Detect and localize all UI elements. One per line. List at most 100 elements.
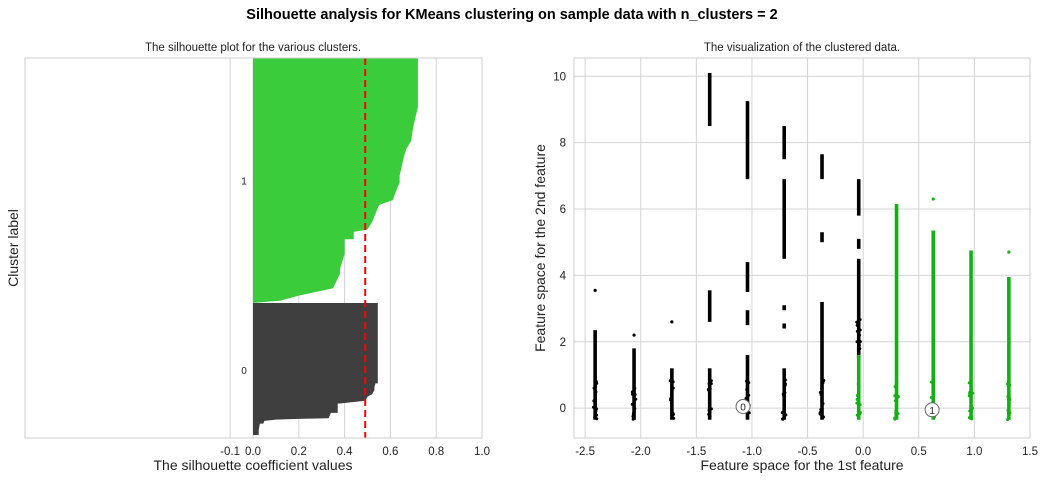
scatter-point-run: [708, 73, 712, 126]
scatter-y-tick-label: 2: [560, 337, 566, 349]
scatter-point: [746, 416, 749, 419]
scatter-point: [856, 330, 859, 333]
scatter-point: [1007, 251, 1010, 254]
scatter-point: [670, 320, 673, 323]
scatter-point: [593, 387, 596, 390]
scatter-point-run: [708, 290, 712, 322]
scatter-point: [856, 394, 859, 397]
scatter-point: [708, 392, 711, 395]
scatter-point-run: [782, 305, 786, 310]
scatter-point: [1007, 395, 1010, 398]
scatter-point: [1008, 411, 1011, 414]
scatter-axes: 01 -2.5 -2.0 -1.5 -1.0 -0.5 0.0 0.5 1.0 1.502468…: [532, 42, 1038, 473]
scatter-x-tick-label: -2.5: [575, 446, 595, 458]
scatter-point: [784, 378, 787, 381]
scatter-point-run: [857, 259, 861, 359]
scatter-point-run: [782, 324, 786, 329]
scatter-point: [859, 403, 862, 406]
scatter-point: [856, 321, 859, 324]
scatter-point: [745, 388, 748, 391]
scatter-point: [930, 381, 933, 384]
scatter-point: [857, 388, 860, 391]
scatter-point: [593, 416, 596, 419]
scatter-point: [893, 416, 896, 419]
scatter-point: [1007, 382, 1010, 385]
scatter-point: [1008, 398, 1011, 401]
scatter-point: [672, 380, 675, 383]
scatter-point: [932, 197, 935, 200]
scatter-point: [856, 414, 859, 417]
scatter-point: [968, 409, 971, 412]
scatter-point: [595, 380, 598, 383]
scatter-point: [594, 409, 597, 412]
scatter-point: [893, 394, 896, 397]
silhouette-axes: -0.1 0.0 0.2 0.4 0.6 0.8 1.0 01 The silhouette…: [5, 42, 490, 473]
scatter-point: [855, 402, 858, 405]
scatter-x-tick-label: -2.0: [631, 446, 651, 458]
scatter-point: [632, 418, 635, 421]
scatter-point: [633, 401, 636, 404]
scatter-y-tick-label: 10: [553, 71, 566, 83]
scatter-point: [858, 344, 861, 347]
scatter-point: [895, 380, 898, 383]
scatter-point: [821, 381, 824, 384]
scatter-point: [822, 416, 825, 419]
scatter-x-tick-label: 0.5: [911, 446, 927, 458]
scatter-point: [781, 418, 784, 421]
scatter-point: [745, 380, 748, 383]
scatter-point: [594, 396, 597, 399]
scatter-point: [1008, 402, 1011, 405]
scatter-point: [631, 393, 634, 396]
silhouette-x-tick-label: 0.6: [382, 446, 398, 458]
scatter-point-run: [746, 262, 750, 292]
scatter-point: [859, 318, 862, 321]
scatter-point: [968, 381, 971, 384]
scatter-y-tick-label: 0: [560, 403, 566, 415]
scatter-point: [708, 383, 711, 386]
scatter-x-tick-label: 1.5: [1022, 446, 1038, 458]
scatter-point: [932, 394, 935, 397]
scatter-point: [670, 401, 673, 404]
silhouette-xlabel: The silhouette coefficient values: [154, 457, 353, 473]
scatter-point-run: [782, 126, 786, 159]
scatter-point: [894, 411, 897, 414]
scatter-point: [897, 395, 900, 398]
silhouette-cluster-1-label: 1: [241, 177, 247, 188]
silhouette-title: The silhouette plot for the various clus…: [145, 42, 361, 54]
scatter-title: The visualization of the clustered data.: [704, 42, 900, 54]
scatter-point: [672, 387, 675, 390]
scatter-point: [858, 385, 861, 388]
scatter-point: [820, 387, 823, 390]
scatter-point: [820, 400, 823, 403]
scatter-point: [821, 407, 824, 410]
scatter-point: [634, 398, 637, 401]
scatter-point-run: [782, 179, 786, 259]
scatter-point: [858, 348, 861, 351]
scatter-point: [970, 385, 973, 388]
scatter-point: [856, 324, 859, 327]
cluster-center-label: 1: [929, 406, 935, 417]
scatter-point: [710, 379, 713, 382]
scatter-point: [670, 396, 673, 399]
scatter-y-tick-label: 8: [560, 138, 566, 150]
scatter-point: [669, 379, 672, 382]
scatter-point: [859, 329, 862, 332]
scatter-point: [894, 385, 897, 388]
scatter-point: [595, 414, 598, 417]
scatter-point: [894, 399, 897, 402]
scatter-point: [710, 407, 713, 410]
scatter-point: [968, 416, 971, 419]
scatter-point: [820, 393, 823, 396]
scatter-point: [595, 390, 598, 393]
scatter-point: [783, 382, 786, 385]
scatter-point: [633, 407, 636, 410]
scatter-point: [670, 408, 673, 411]
scatter-point: [592, 406, 595, 409]
figure-suptitle: Silhouette analysis for KMeans clusterin…: [246, 7, 777, 23]
scatter-point: [672, 417, 675, 420]
scatter-point: [746, 395, 749, 398]
scatter-point: [633, 387, 636, 390]
scatter-point: [971, 407, 974, 410]
scatter-point: [1006, 418, 1009, 421]
scatter-point-run: [820, 232, 824, 242]
